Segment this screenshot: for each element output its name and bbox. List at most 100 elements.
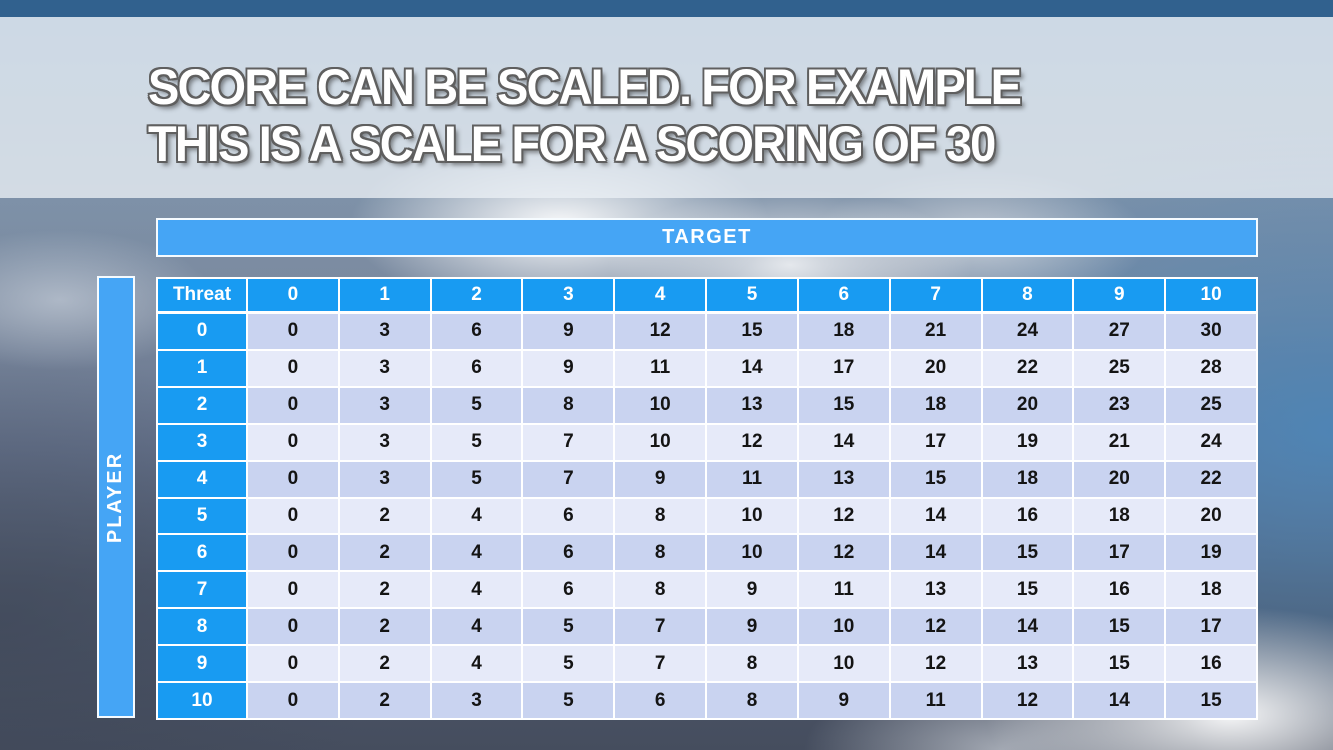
- score-cell: 0: [248, 461, 338, 497]
- score-cell: 6: [523, 572, 614, 608]
- score-cell: 18: [982, 461, 1073, 497]
- row-header: 3: [158, 424, 246, 460]
- score-cell: 5: [431, 387, 522, 423]
- column-header: 3: [523, 279, 614, 311]
- score-cell: 11: [615, 350, 706, 386]
- score-cell: 0: [248, 387, 338, 423]
- score-cell: 3: [339, 424, 430, 460]
- score-cell: 25: [1166, 387, 1256, 423]
- score-cell: 21: [1074, 424, 1165, 460]
- score-cell: 13: [890, 572, 981, 608]
- table-body: 0 0 3 6 9 12 15 18 21 24 27 30 1 0 3 6 9 11 14 17 20 22 25 28 2 0…: [158, 314, 1256, 718]
- score-cell: 12: [890, 646, 981, 682]
- row-header: 1: [158, 350, 246, 386]
- score-cell: 5: [431, 461, 522, 497]
- score-cell: 5: [523, 683, 614, 718]
- score-cell: 8: [707, 683, 797, 718]
- score-cell: 12: [798, 535, 889, 571]
- score-cell: 9: [798, 683, 889, 718]
- score-cell: 15: [1074, 646, 1165, 682]
- score-cell: 9: [615, 461, 706, 497]
- score-cell: 14: [1074, 683, 1165, 718]
- score-cell: 8: [615, 572, 706, 608]
- score-cell: 7: [615, 646, 706, 682]
- score-cell: 28: [1166, 350, 1256, 386]
- row-header: 7: [158, 572, 246, 608]
- player-axis-label: PLAYER: [104, 451, 127, 543]
- score-cell: 18: [1166, 572, 1256, 608]
- player-axis-bar: PLAYER: [97, 276, 135, 718]
- score-cell: 2: [339, 683, 430, 718]
- column-header: 4: [615, 279, 706, 311]
- score-cell: 0: [248, 609, 338, 645]
- score-cell: 24: [982, 314, 1073, 349]
- score-cell: 14: [798, 424, 889, 460]
- score-cell: 12: [982, 683, 1073, 718]
- score-cell: 11: [707, 461, 797, 497]
- score-cell: 20: [982, 387, 1073, 423]
- score-cell: 3: [339, 461, 430, 497]
- score-cell: 24: [1166, 424, 1256, 460]
- score-cell: 2: [339, 609, 430, 645]
- header-row: Threat 0 1 2 3 4 5 6 7 8 9 10: [158, 279, 1256, 311]
- score-table-block: TARGET Threat 0 1 2 3 4 5 6 7 8 9 10 0 0 3 6 9 12 15 18 21…: [156, 218, 1258, 720]
- score-cell: 15: [1166, 683, 1256, 718]
- score-cell: 17: [1074, 535, 1165, 571]
- column-header: 0: [248, 279, 338, 311]
- score-cell: 27: [1074, 314, 1165, 349]
- score-cell: 18: [798, 314, 889, 349]
- row-header: 8: [158, 609, 246, 645]
- score-cell: 4: [431, 535, 522, 571]
- score-cell: 16: [1166, 646, 1256, 682]
- score-cell: 9: [707, 572, 797, 608]
- score-cell: 0: [248, 498, 338, 534]
- score-cell: 9: [523, 350, 614, 386]
- row-header: 6: [158, 535, 246, 571]
- score-cell: 18: [1074, 498, 1165, 534]
- score-cell: 5: [523, 646, 614, 682]
- score-cell: 30: [1166, 314, 1256, 349]
- target-axis-bar: TARGET: [156, 218, 1258, 257]
- score-cell: 12: [798, 498, 889, 534]
- score-cell: 3: [339, 387, 430, 423]
- score-cell: 8: [615, 535, 706, 571]
- row-header: 0: [158, 314, 246, 349]
- score-cell: 10: [615, 424, 706, 460]
- score-cell: 9: [707, 609, 797, 645]
- score-cell: 4: [431, 646, 522, 682]
- score-cell: 17: [1166, 609, 1256, 645]
- score-cell: 6: [615, 683, 706, 718]
- score-cell: 10: [615, 387, 706, 423]
- score-cell: 2: [339, 535, 430, 571]
- score-cell: 12: [707, 424, 797, 460]
- score-cell: 7: [523, 424, 614, 460]
- column-header: 1: [339, 279, 430, 311]
- score-table: Threat 0 1 2 3 4 5 6 7 8 9 10 0 0 3 6 9 12 15 18 21 24 27 30 1…: [156, 277, 1258, 720]
- score-cell: 8: [707, 646, 797, 682]
- score-cell: 0: [248, 572, 338, 608]
- score-cell: 0: [248, 424, 338, 460]
- score-cell: 5: [523, 609, 614, 645]
- column-header: 2: [431, 279, 522, 311]
- score-cell: 15: [982, 572, 1073, 608]
- score-cell: 13: [982, 646, 1073, 682]
- score-cell: 3: [431, 683, 522, 718]
- score-cell: 11: [798, 572, 889, 608]
- score-cell: 10: [798, 646, 889, 682]
- score-cell: 0: [248, 535, 338, 571]
- column-header: 6: [798, 279, 889, 311]
- score-cell: 20: [1074, 461, 1165, 497]
- score-cell: 10: [707, 535, 797, 571]
- score-cell: 11: [890, 683, 981, 718]
- score-cell: 19: [982, 424, 1073, 460]
- score-cell: 0: [248, 350, 338, 386]
- column-header: 10: [1166, 279, 1256, 311]
- score-cell: 2: [339, 572, 430, 608]
- score-cell: 6: [523, 535, 614, 571]
- score-cell: 6: [431, 350, 522, 386]
- score-cell: 20: [1166, 498, 1256, 534]
- slide-title-line-1: SCORE CAN BE SCALED. FOR EXAMPLE: [148, 59, 1022, 115]
- score-cell: 21: [890, 314, 981, 349]
- score-cell: 4: [431, 498, 522, 534]
- row-header: 2: [158, 387, 246, 423]
